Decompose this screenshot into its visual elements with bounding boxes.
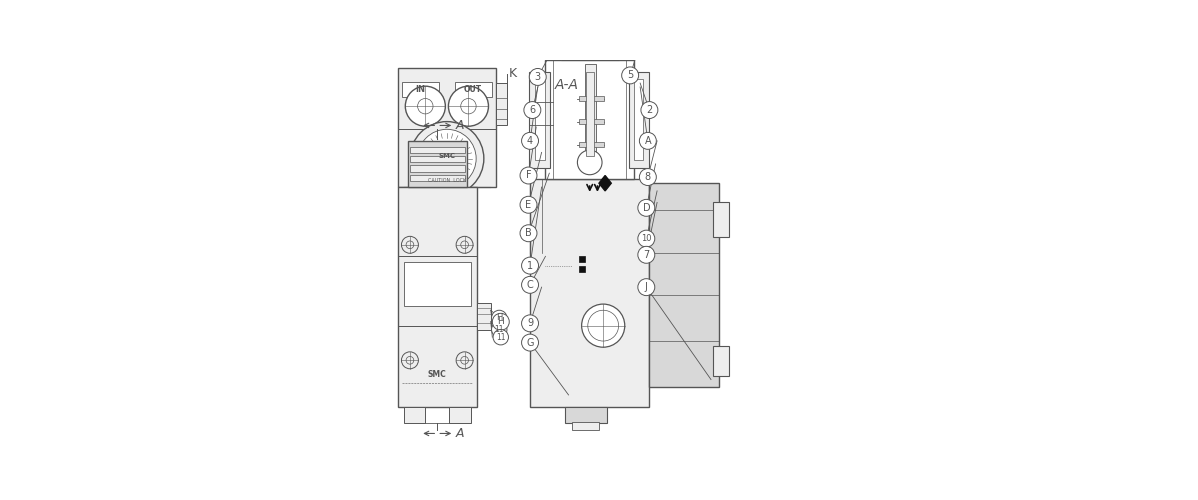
Text: 2: 2 <box>646 105 653 115</box>
Circle shape <box>520 225 537 242</box>
Text: 10: 10 <box>641 234 652 243</box>
Bar <box>410 147 465 153</box>
Text: E: E <box>526 200 532 210</box>
Text: A: A <box>456 119 465 132</box>
Circle shape <box>637 278 655 295</box>
Bar <box>404 406 425 424</box>
Text: 4: 4 <box>527 136 533 146</box>
Bar <box>410 166 465 172</box>
Text: 7: 7 <box>643 250 649 260</box>
Text: CAUTION  LOCK: CAUTION LOCK <box>428 178 466 182</box>
Circle shape <box>491 322 507 337</box>
Text: A: A <box>456 427 465 440</box>
Text: H: H <box>497 318 504 326</box>
Circle shape <box>401 236 418 254</box>
Bar <box>561 41 618 60</box>
Bar <box>530 180 649 406</box>
Bar <box>410 156 465 162</box>
Circle shape <box>405 86 446 126</box>
Circle shape <box>494 330 508 345</box>
Circle shape <box>582 304 624 347</box>
Circle shape <box>521 257 539 274</box>
Circle shape <box>637 230 655 247</box>
Circle shape <box>448 86 489 126</box>
Text: 6: 6 <box>530 105 536 115</box>
Circle shape <box>520 196 537 213</box>
Bar <box>579 96 604 101</box>
Circle shape <box>521 276 539 293</box>
Text: H: H <box>496 314 502 322</box>
Text: 1: 1 <box>527 260 533 270</box>
Bar <box>579 266 585 272</box>
Circle shape <box>492 314 509 330</box>
Circle shape <box>622 67 639 84</box>
Circle shape <box>530 68 546 86</box>
Text: J: J <box>645 282 648 292</box>
Text: SMC: SMC <box>438 153 455 159</box>
Bar <box>496 83 507 126</box>
Bar <box>649 183 719 387</box>
Bar <box>404 262 471 306</box>
Circle shape <box>521 315 539 332</box>
Circle shape <box>577 150 603 174</box>
Bar <box>573 422 599 430</box>
Circle shape <box>401 352 418 369</box>
Bar <box>449 406 471 424</box>
Polygon shape <box>599 176 611 191</box>
Circle shape <box>524 102 540 118</box>
Text: G: G <box>526 338 534 347</box>
Bar <box>545 60 634 180</box>
Circle shape <box>410 122 484 196</box>
Circle shape <box>521 132 539 150</box>
Bar <box>585 64 595 172</box>
Text: 5: 5 <box>627 70 634 81</box>
Circle shape <box>637 200 655 216</box>
Bar <box>579 256 585 262</box>
Bar <box>586 72 593 156</box>
Bar <box>534 79 545 160</box>
Circle shape <box>640 132 657 150</box>
Text: 11: 11 <box>496 332 506 342</box>
Bar <box>713 202 730 237</box>
Text: C: C <box>527 280 533 290</box>
Bar <box>629 72 648 168</box>
Bar <box>713 346 730 376</box>
Text: A: A <box>645 136 652 146</box>
Bar <box>398 68 496 187</box>
Text: K: K <box>509 68 518 80</box>
Text: A-A: A-A <box>555 78 579 92</box>
Bar <box>477 302 491 330</box>
Bar <box>528 72 550 168</box>
Circle shape <box>456 236 473 254</box>
Text: F: F <box>526 170 532 180</box>
Text: OUT: OUT <box>464 85 482 94</box>
Text: IN: IN <box>416 85 425 94</box>
Circle shape <box>431 143 462 174</box>
Circle shape <box>640 168 657 186</box>
Bar <box>407 141 467 187</box>
Circle shape <box>456 352 473 369</box>
Circle shape <box>637 246 655 264</box>
Text: 11: 11 <box>495 325 504 334</box>
Text: 3: 3 <box>534 72 540 82</box>
Bar <box>579 120 604 124</box>
Bar <box>410 174 465 181</box>
Text: D: D <box>642 203 651 213</box>
Bar <box>398 187 477 406</box>
Text: SMC: SMC <box>428 370 447 378</box>
Text: B: B <box>525 228 532 238</box>
Text: 8: 8 <box>645 172 651 182</box>
Bar <box>403 82 440 97</box>
Bar <box>454 82 491 97</box>
Circle shape <box>418 130 476 188</box>
Circle shape <box>520 167 537 184</box>
Bar <box>579 142 604 147</box>
Circle shape <box>641 102 658 118</box>
Circle shape <box>491 310 507 326</box>
Bar <box>564 406 607 424</box>
Text: 9: 9 <box>527 318 533 328</box>
Circle shape <box>521 334 539 351</box>
Bar <box>634 79 643 160</box>
